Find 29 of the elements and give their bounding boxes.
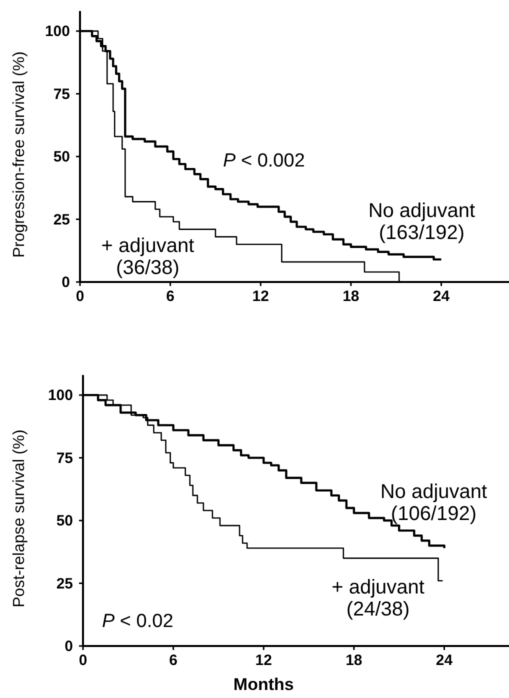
x-tick-label: 6 (169, 652, 178, 669)
y-tick-label: 50 (53, 148, 70, 166)
annotation: P < 0.002 (223, 150, 305, 172)
x-tick-label: 18 (342, 288, 360, 305)
y-tick-label: 25 (56, 575, 73, 592)
x-tick-label: 6 (166, 288, 174, 305)
x-tick-label: 12 (255, 652, 272, 669)
x-axis-title: Months (233, 675, 294, 694)
y-tick-label: 75 (53, 86, 70, 103)
x-tick-label: 24 (436, 652, 454, 669)
series-label: + adjuvant (36/38) (101, 234, 195, 279)
annotation: P < 0.02 (102, 610, 174, 632)
y-tick-label: 75 (56, 450, 73, 467)
y-tick-label: 0 (62, 274, 70, 291)
y-tick-label: 100 (44, 23, 70, 40)
y-tick-label: 50 (56, 512, 73, 530)
series-label: No adjuvant (106/192) (380, 480, 488, 525)
y-axis-title: Progression-free survival (%) (11, 51, 28, 258)
series-label: No adjuvant (163/192) (368, 200, 476, 244)
x-tick-label: 0 (76, 288, 84, 305)
x-tick-label: 12 (252, 288, 269, 305)
y-tick-label: 25 (53, 211, 70, 228)
y-axis-title: Post-relapse survival (%) (11, 430, 28, 608)
x-tick-label: 24 (432, 288, 450, 305)
x-tick-label: 0 (78, 652, 88, 669)
series-label: + adjuvant (24/38) (332, 576, 425, 620)
y-tick-label: 100 (48, 387, 73, 404)
x-tick-label: 18 (346, 652, 362, 669)
y-tick-label: 0 (64, 638, 73, 655)
